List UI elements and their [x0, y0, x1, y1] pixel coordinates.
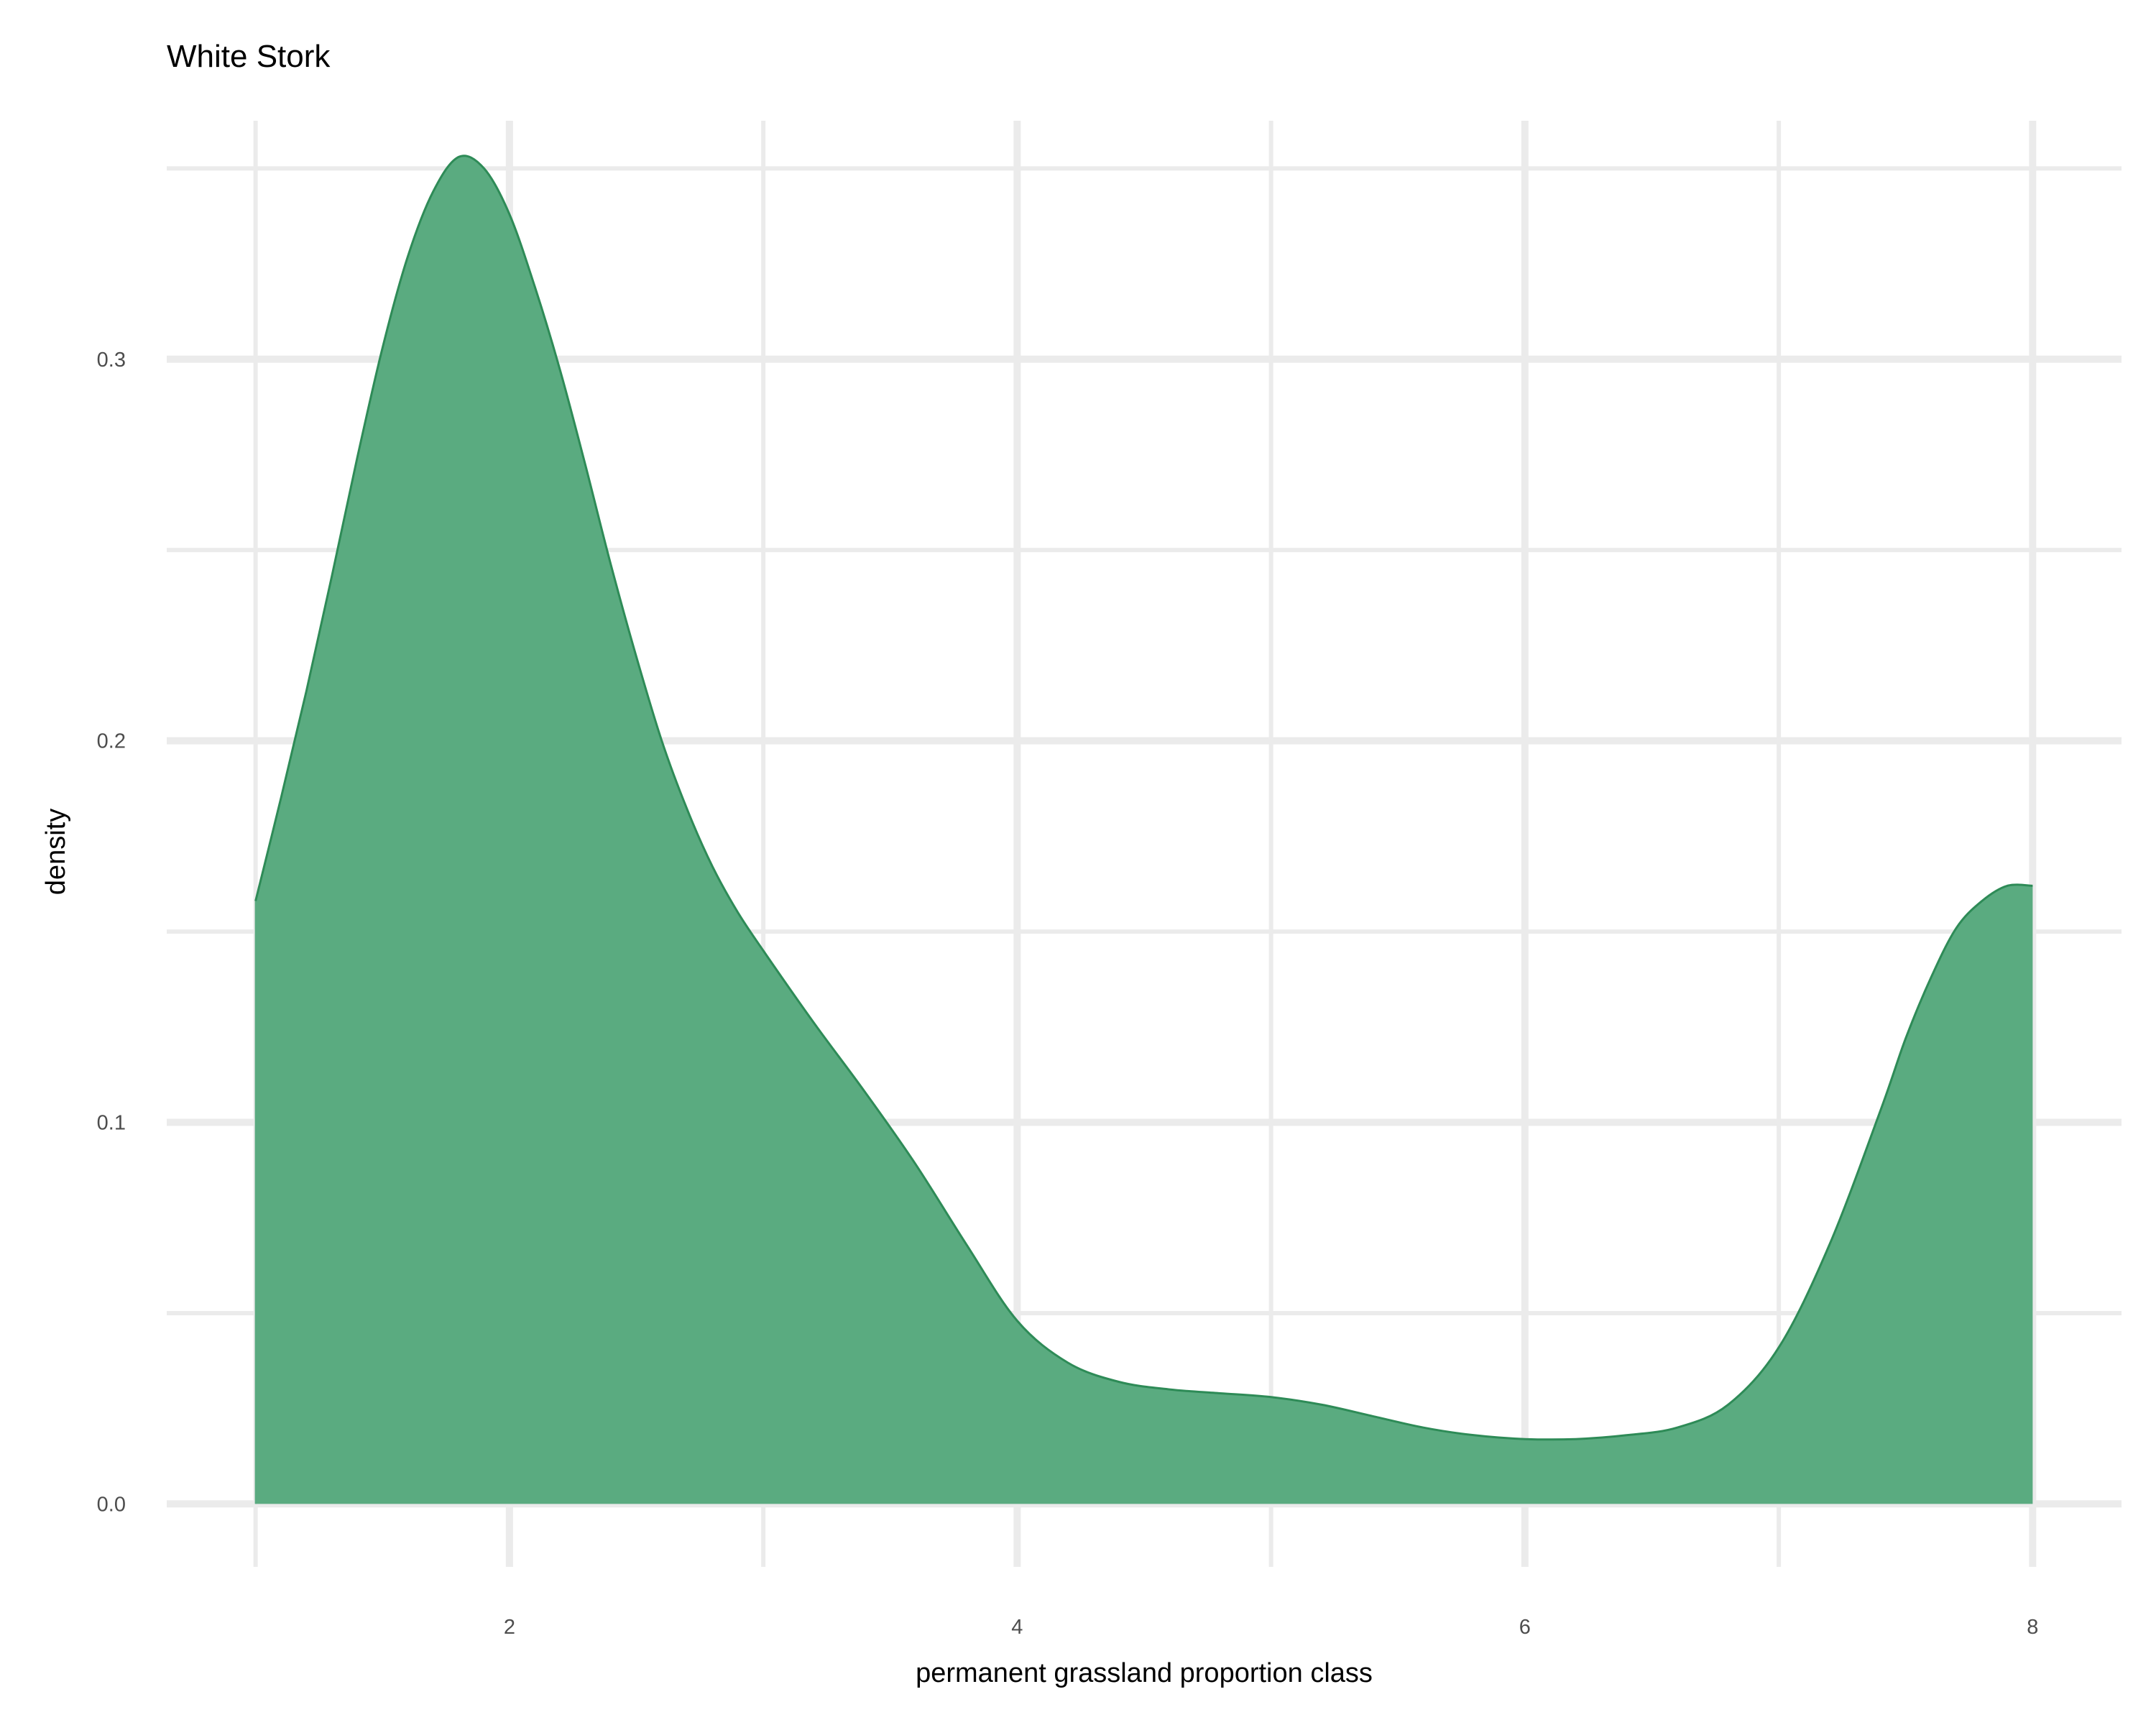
- y-tick-label: 0.3: [97, 349, 126, 372]
- x-tick-label: 6: [1519, 1616, 1531, 1639]
- density-area-layer: [254, 155, 2033, 1504]
- y-tick-label: 0.1: [97, 1112, 126, 1135]
- x-tick-label: 4: [1011, 1616, 1023, 1639]
- chart-title: White Stork: [167, 39, 331, 74]
- x-tick-label: 8: [2027, 1616, 2038, 1639]
- density-curve: [254, 155, 2033, 1441]
- x-tick-label: 2: [504, 1616, 515, 1639]
- y-tick-label: 0.0: [97, 1493, 126, 1516]
- y-axis-title: density: [41, 809, 71, 895]
- density-area: [255, 155, 2033, 1504]
- tick-labels: 2 4 6 8 0.0 0.1 0.2 0.3: [97, 349, 2039, 1639]
- x-axis-title: permanent grassland proportion class: [916, 1658, 1373, 1688]
- y-tick-label: 0.2: [97, 730, 126, 753]
